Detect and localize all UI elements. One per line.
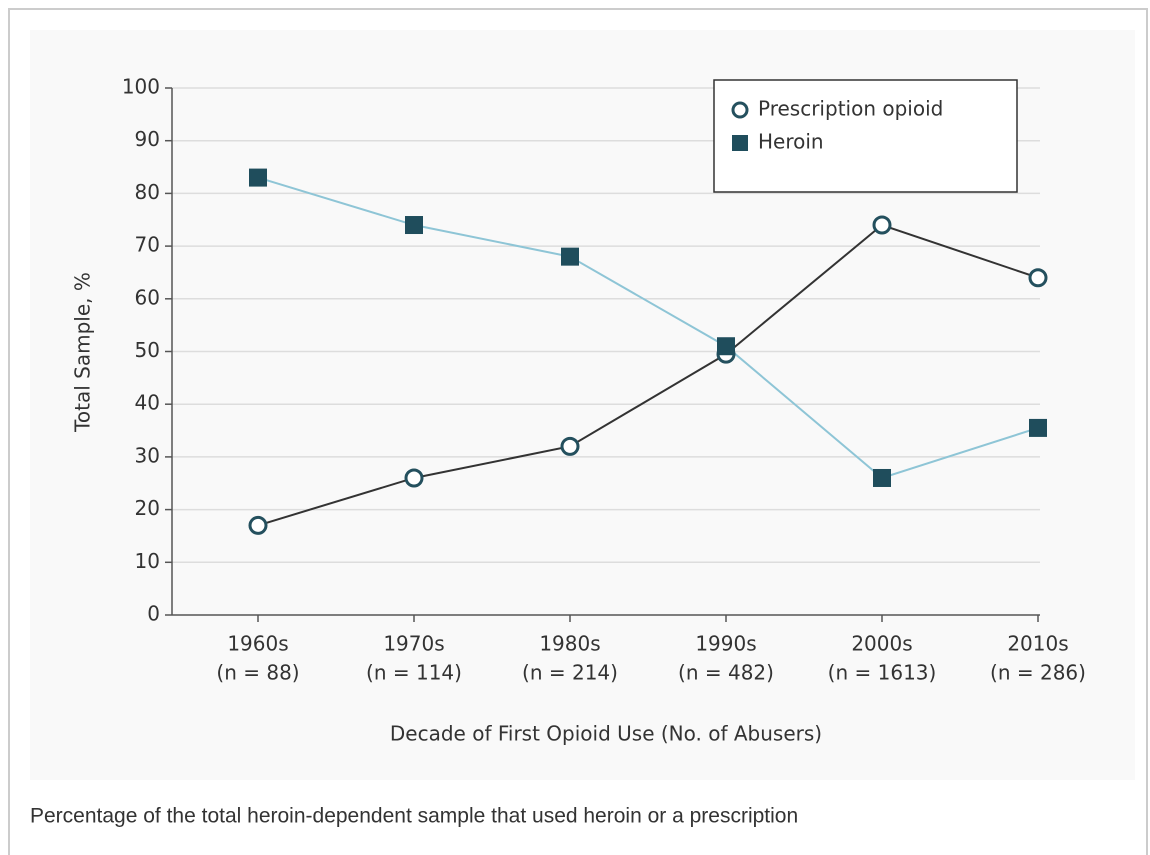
data-point bbox=[1029, 418, 1047, 437]
x-axis-label: Decade of First Opioid Use (No. of Abuse… bbox=[390, 722, 822, 746]
legend-symbol bbox=[731, 101, 749, 119]
caption: Percentage of the total heroin-dependent… bbox=[30, 805, 798, 828]
y-tick-label: 20 bbox=[135, 496, 160, 520]
x-tick-label: 1970s bbox=[383, 632, 444, 656]
x-tick-label: 2010s bbox=[1007, 632, 1068, 656]
y-tick-label: 100 bbox=[122, 75, 160, 99]
data-point bbox=[560, 436, 580, 456]
y-tick-label: 60 bbox=[135, 285, 160, 309]
data-point bbox=[561, 247, 579, 266]
x-tick-sublabel: (n = 214) bbox=[522, 661, 618, 685]
data-point bbox=[249, 168, 267, 187]
y-tick-label: 30 bbox=[135, 443, 160, 467]
data-point bbox=[405, 216, 423, 235]
y-tick-label: 0 bbox=[147, 602, 160, 626]
y-tick-label: 50 bbox=[135, 338, 160, 362]
legend-box bbox=[713, 79, 1018, 193]
series-line bbox=[257, 176, 1039, 480]
legend-label: Prescription opioid bbox=[758, 97, 943, 121]
data-point bbox=[248, 515, 268, 535]
x-tick-sublabel: (n = 482) bbox=[678, 661, 774, 685]
y-tick-label: 80 bbox=[135, 180, 160, 204]
series-line bbox=[257, 223, 1039, 527]
data-point bbox=[404, 468, 424, 488]
data-point bbox=[1028, 268, 1048, 288]
legend-symbol bbox=[732, 135, 748, 151]
x-tick-label: 1990s bbox=[695, 632, 756, 656]
x-tick-label: 1980s bbox=[539, 632, 600, 656]
y-tick-label: 40 bbox=[135, 391, 160, 415]
x-tick-label: 1960s bbox=[227, 632, 288, 656]
legend-label: Heroin bbox=[758, 130, 824, 154]
x-tick-label: 2000s bbox=[851, 632, 912, 656]
x-tick-sublabel: (n = 1613) bbox=[828, 661, 937, 685]
data-point bbox=[717, 337, 735, 356]
data-point bbox=[872, 215, 892, 235]
data-point bbox=[873, 468, 891, 487]
y-tick-label: 70 bbox=[135, 233, 160, 257]
x-tick-sublabel: (n = 286) bbox=[990, 661, 1086, 685]
x-tick-sublabel: (n = 88) bbox=[216, 661, 299, 685]
y-tick-label: 90 bbox=[135, 127, 160, 151]
x-tick-sublabel: (n = 114) bbox=[366, 661, 462, 685]
y-axis-label: Total Sample, % bbox=[71, 272, 95, 433]
y-tick-label: 10 bbox=[135, 549, 160, 573]
